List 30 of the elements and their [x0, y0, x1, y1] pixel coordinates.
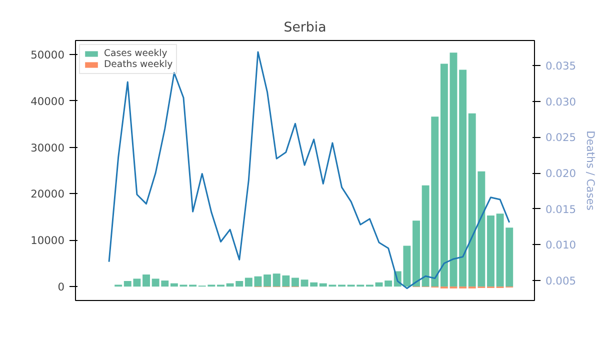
y2-tick-label: 0.005: [546, 274, 576, 288]
chart-title: Serbia: [284, 20, 326, 36]
y2-tick-label: 0.015: [546, 202, 576, 216]
bar: [487, 216, 494, 287]
y-tick-label: 50000: [30, 48, 65, 62]
y2-axis-title: Deaths / Cases: [584, 130, 598, 211]
bar: [170, 283, 178, 287]
bar: [450, 52, 458, 287]
bar: [459, 70, 467, 287]
bar: [264, 274, 272, 287]
y2-tick-label: 0.030: [546, 95, 576, 108]
bar: [244, 278, 252, 287]
bar: [384, 280, 392, 287]
bar: [254, 276, 262, 287]
y2-tick-label: 0.025: [546, 131, 576, 144]
y-tick-label: 40000: [30, 94, 65, 108]
y-tick-label: 0: [58, 280, 65, 294]
y2-tick-label: 0.035: [546, 60, 576, 73]
y2-tick-label: 0.010: [546, 238, 576, 252]
y-tick-label: 10000: [30, 234, 65, 248]
bar: [292, 278, 299, 287]
legend-label: Deaths weekly: [104, 59, 173, 70]
bar: [440, 64, 448, 287]
bar: [412, 220, 420, 287]
bar: [375, 282, 383, 287]
bar: [142, 274, 150, 287]
y-tick-label: 30000: [30, 141, 65, 154]
y-tick-label: 20000: [30, 188, 65, 201]
y2-tick-label: 0.020: [546, 167, 576, 180]
legend-label: Cases weekly: [104, 48, 168, 59]
